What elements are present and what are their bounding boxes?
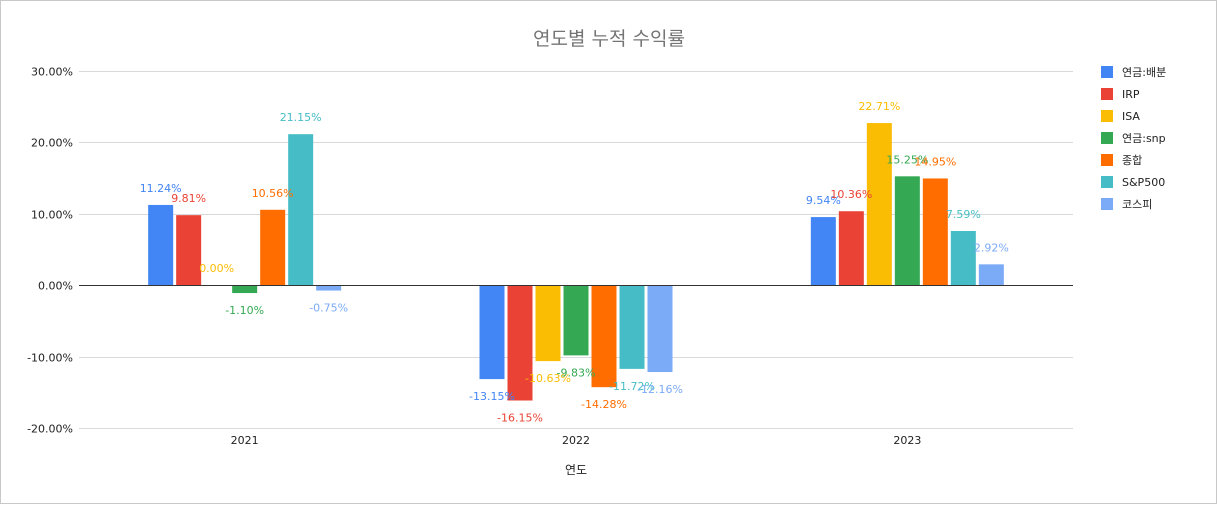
legend-swatch[interactable] bbox=[1101, 88, 1113, 100]
data-label: -16.15% bbox=[497, 412, 543, 425]
legend-swatch[interactable] bbox=[1101, 110, 1113, 122]
legend-swatch[interactable] bbox=[1101, 198, 1113, 210]
data-label: -1.10% bbox=[225, 304, 264, 317]
y-tick-label: 30.00% bbox=[31, 66, 73, 79]
bar[interactable] bbox=[647, 285, 673, 373]
data-label: 10.36% bbox=[830, 188, 872, 201]
bar[interactable] bbox=[232, 285, 258, 294]
y-tick-label: -10.00% bbox=[27, 352, 73, 365]
data-label: 11.24% bbox=[140, 182, 182, 195]
y-tick-label: -20.00% bbox=[27, 423, 73, 436]
data-label: 15.25% bbox=[886, 153, 928, 166]
bars bbox=[148, 123, 1004, 401]
bar[interactable] bbox=[507, 285, 533, 401]
data-label: -13.15% bbox=[469, 390, 515, 403]
data-label: 22.71% bbox=[858, 100, 900, 113]
legend-label[interactable]: 연금:배분 bbox=[1122, 66, 1166, 79]
bar[interactable] bbox=[316, 285, 342, 291]
bar[interactable] bbox=[479, 285, 505, 380]
x-axis-title: 연도 bbox=[565, 463, 587, 477]
bar[interactable] bbox=[288, 134, 314, 286]
data-label: -0.75% bbox=[309, 302, 348, 315]
bar[interactable] bbox=[866, 123, 892, 286]
data-labels: 11.24%9.81% 0.00% -1.10% 10.56% 21.15% -0.75%… bbox=[140, 100, 1009, 424]
legend-label[interactable]: 연금:snp bbox=[1122, 132, 1166, 145]
x-tick-label: 2021 bbox=[231, 434, 259, 447]
legend[interactable]: 연금:배분 IRP ISA 연금:snp 종합 S&P500 코스피 bbox=[1101, 66, 1166, 211]
y-tick-label: 10.00% bbox=[31, 209, 73, 222]
legend-label[interactable]: ISA bbox=[1122, 110, 1140, 123]
bar[interactable] bbox=[894, 176, 920, 286]
data-label: -9.83% bbox=[557, 366, 596, 379]
data-label: -12.16% bbox=[637, 383, 683, 396]
x-axis-ticks: 2021 2022 2023 bbox=[231, 434, 922, 447]
data-label: 7.59% bbox=[946, 208, 981, 221]
data-label: -10.63% bbox=[525, 372, 571, 385]
legend-label[interactable]: IRP bbox=[1122, 88, 1140, 101]
data-label: 2.92% bbox=[974, 241, 1009, 254]
bar[interactable] bbox=[978, 264, 1004, 286]
data-label: 10.56% bbox=[252, 187, 294, 200]
bar[interactable] bbox=[810, 217, 836, 286]
legend-label[interactable]: 종합 bbox=[1122, 154, 1142, 167]
bar[interactable] bbox=[619, 285, 645, 369]
bar[interactable] bbox=[591, 285, 617, 388]
data-label: 0.00% bbox=[199, 262, 234, 275]
bar[interactable] bbox=[148, 204, 174, 286]
legend-label[interactable]: 코스피 bbox=[1122, 198, 1152, 211]
legend-swatch[interactable] bbox=[1101, 132, 1113, 144]
legend-swatch[interactable] bbox=[1101, 154, 1113, 166]
y-tick-label: 20.00% bbox=[31, 137, 73, 150]
data-label: -14.28% bbox=[581, 398, 627, 411]
x-tick-label: 2022 bbox=[562, 434, 590, 447]
chart-title: 연도별 누적 수익률 bbox=[533, 28, 685, 50]
bar[interactable] bbox=[260, 209, 286, 286]
data-label: 21.15% bbox=[280, 111, 322, 124]
bar[interactable] bbox=[563, 285, 589, 356]
x-tick-label: 2023 bbox=[893, 434, 921, 447]
data-label: 14.95% bbox=[914, 155, 956, 168]
legend-label[interactable]: S&P500 bbox=[1122, 176, 1165, 189]
bar[interactable] bbox=[535, 285, 561, 362]
y-axis-ticks: 30.00% 20.00% 10.00% 0.00% -10.00% -20.00% bbox=[27, 66, 73, 436]
bar[interactable] bbox=[950, 231, 976, 286]
bar[interactable] bbox=[176, 215, 202, 286]
bar[interactable] bbox=[922, 178, 948, 286]
data-label: 9.54% bbox=[806, 194, 841, 207]
data-label: -11.72% bbox=[609, 380, 655, 393]
data-label: 9.81% bbox=[171, 192, 206, 205]
bar[interactable] bbox=[838, 211, 864, 286]
y-tick-label: 0.00% bbox=[38, 280, 73, 293]
legend-swatch[interactable] bbox=[1101, 66, 1113, 78]
legend-swatch[interactable] bbox=[1101, 176, 1113, 188]
